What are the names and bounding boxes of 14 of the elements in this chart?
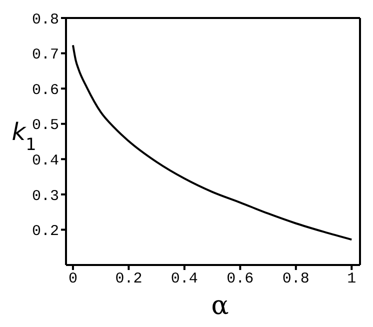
- y-tick-label: 0.3: [32, 188, 59, 205]
- y-tick-label: 0.7: [32, 46, 59, 64]
- x-tick-label: 0: [68, 270, 78, 288]
- y-tick-label: 0.6: [32, 82, 59, 99]
- y-tick-label: 0.4: [32, 152, 59, 170]
- x-axis-title: α: [211, 291, 229, 321]
- x-tick-label: 0.8: [282, 270, 310, 288]
- y-tick-label: 0.2: [32, 223, 59, 240]
- x-tick-label: 1: [347, 270, 356, 288]
- x-tick-label: 0.2: [115, 270, 142, 288]
- line-series: [72, 44, 353, 241]
- x-tick-label: 0.6: [226, 270, 254, 288]
- x-tick-label: 0.4: [170, 270, 198, 288]
- y-tick-label: 0.8: [32, 11, 59, 28]
